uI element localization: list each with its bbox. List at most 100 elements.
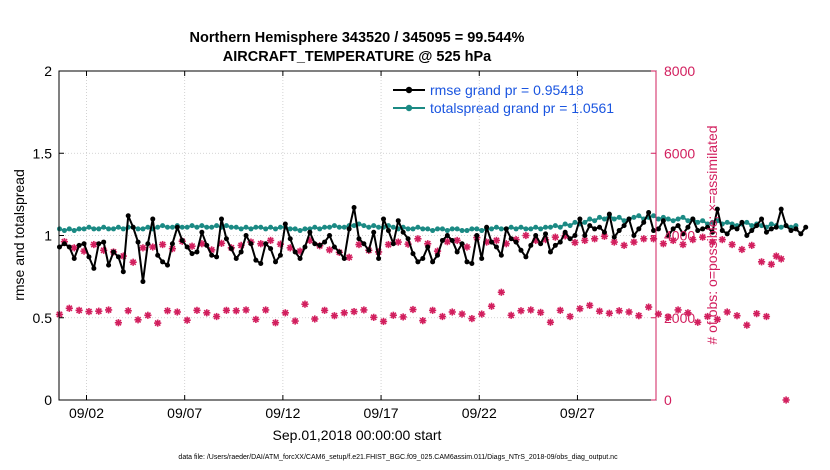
obs-marker-d2 [85, 308, 93, 315]
totalspread-point [376, 224, 382, 230]
obs-count-point [546, 318, 555, 326]
obs-marker-d2 [66, 305, 73, 312]
obs-marker-d2 [576, 305, 584, 312]
rmse-point [582, 233, 588, 238]
totalspread-point [297, 228, 303, 234]
totalspread-point [430, 228, 436, 234]
obs-marker-d2 [645, 303, 652, 311]
totalspread-point [538, 226, 544, 232]
totalspread-point [523, 226, 529, 232]
obs-marker-d2 [635, 312, 642, 319]
rmse-point [655, 226, 661, 232]
rmse-point [219, 216, 225, 222]
rmse-point [734, 226, 740, 232]
obs-count-point [70, 244, 78, 252]
rmse-point [651, 228, 657, 234]
obs-marker-d2 [719, 236, 726, 243]
obs-count-point [640, 235, 648, 243]
obs-count-point [330, 312, 339, 320]
rmse-point [621, 223, 627, 229]
totalspread-point [194, 224, 200, 230]
obs-count-point [748, 241, 756, 249]
rmse-point [317, 242, 323, 248]
obs-marker-d2 [444, 238, 451, 245]
obs-marker-d2 [257, 240, 264, 247]
totalspread-point [665, 216, 671, 222]
obs-count-point [522, 231, 530, 240]
obs-marker-d2 [522, 232, 530, 239]
obs-count-point [399, 313, 407, 321]
totalspread-point [101, 224, 107, 230]
obs-marker-d2 [660, 240, 667, 247]
totalspread-point [327, 224, 333, 230]
obs-count-point [699, 233, 707, 241]
rmse-point [111, 249, 116, 255]
rmse-point [194, 249, 200, 255]
obs-marker-d2 [630, 238, 638, 246]
obs-count-point [409, 305, 417, 314]
rmse-point [66, 244, 72, 250]
totalspread-point [204, 224, 210, 230]
obs-marker-d2 [566, 313, 574, 320]
obs-count-point [183, 316, 191, 324]
rmse-point [228, 246, 234, 252]
obs-marker-d2 [203, 309, 210, 316]
totalspread-point [91, 226, 97, 232]
obs-marker-d2 [193, 307, 201, 314]
totalspread-point [454, 226, 460, 232]
obs-marker-d2 [728, 241, 736, 248]
totalspread-point [71, 228, 77, 234]
totalspread-point [214, 223, 220, 229]
rmse-point [562, 229, 568, 235]
rmse-series [56, 205, 809, 285]
rmse-point [430, 259, 436, 265]
rmse-point [773, 224, 779, 230]
obs-count-point [325, 246, 334, 254]
obs-count-point [757, 258, 766, 266]
totalspread-point [292, 226, 298, 232]
obs-count-point [321, 306, 329, 314]
obs-count-point [610, 238, 618, 246]
obs-marker-d2 [311, 315, 318, 323]
x-tick-label-2: 09/12 [265, 405, 300, 421]
rmse-point [184, 244, 190, 250]
rmse-point [366, 247, 372, 253]
totalspread-point [302, 226, 308, 232]
obs-marker-d2 [183, 317, 191, 324]
obs-count-point [576, 305, 584, 313]
obs-marker-d2 [341, 309, 348, 316]
obs-count-point [620, 241, 628, 249]
obs-count-point [95, 307, 103, 315]
obs-count-point [291, 317, 299, 325]
obs-count-point [75, 306, 83, 314]
totalspread-point [184, 224, 190, 230]
rmse-point [243, 233, 249, 238]
totalspread-point [145, 224, 151, 230]
obs-marker-d2 [282, 309, 289, 316]
rmse-point [670, 226, 676, 232]
rmse-point [86, 254, 92, 260]
obs-marker-d2 [782, 396, 790, 404]
obs-marker-d2 [768, 261, 775, 268]
obs-marker-d2 [665, 314, 672, 321]
obs-count-point [271, 319, 280, 327]
totalspread-point [341, 224, 347, 230]
obs-marker-d2 [650, 235, 657, 242]
rmse-point [700, 226, 706, 232]
obs-count-point [635, 312, 643, 320]
obs-marker-d2 [601, 233, 608, 240]
obs-count-point [345, 253, 353, 261]
legend-rmse-label: rmse grand pr = 0.95418 [430, 82, 584, 98]
obs-count-point [149, 243, 157, 251]
obs-count-point [438, 312, 447, 321]
totalspread-point [361, 223, 367, 229]
totalspread-point [233, 224, 239, 230]
chart-title-line2: AIRCRAFT_TEMPERATURE @ 525 hPa [223, 49, 492, 65]
totalspread-point [115, 224, 121, 230]
totalspread-point [464, 228, 470, 234]
obs-count-point [355, 240, 363, 249]
obs-marker-d2 [223, 307, 230, 314]
x-tick-label-0: 09/02 [69, 405, 104, 421]
rmse-point [390, 241, 396, 247]
obs-count-point [556, 306, 564, 314]
